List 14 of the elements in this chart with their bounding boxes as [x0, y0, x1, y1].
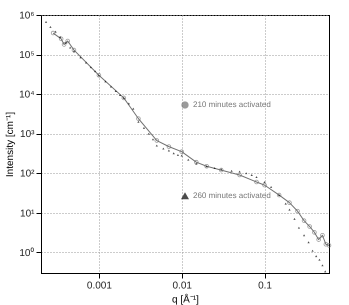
x-tick-label: 0.1: [258, 280, 272, 292]
y-axis-title: Intensity [cm⁻¹]: [5, 112, 16, 178]
x-tick-label: 0.01: [172, 280, 192, 292]
y-tick-label: 10¹: [20, 208, 36, 220]
x-axis-title: q [Å⁻¹]: [172, 294, 200, 305]
y-tick-label: 10⁴: [19, 90, 34, 101]
x-tick-label: 0.001: [86, 280, 112, 292]
legend-label: 260 minutes activated: [193, 191, 271, 200]
y-tick-label: 10⁰: [19, 246, 34, 259]
legend-label: 210 minutes activated: [193, 100, 271, 109]
y-tick-label: 10³: [20, 129, 36, 140]
y-tick-label: 10²: [20, 168, 36, 180]
y-tick-label: 10⁶: [19, 10, 34, 22]
y-tick-label: 10⁵: [19, 50, 34, 62]
